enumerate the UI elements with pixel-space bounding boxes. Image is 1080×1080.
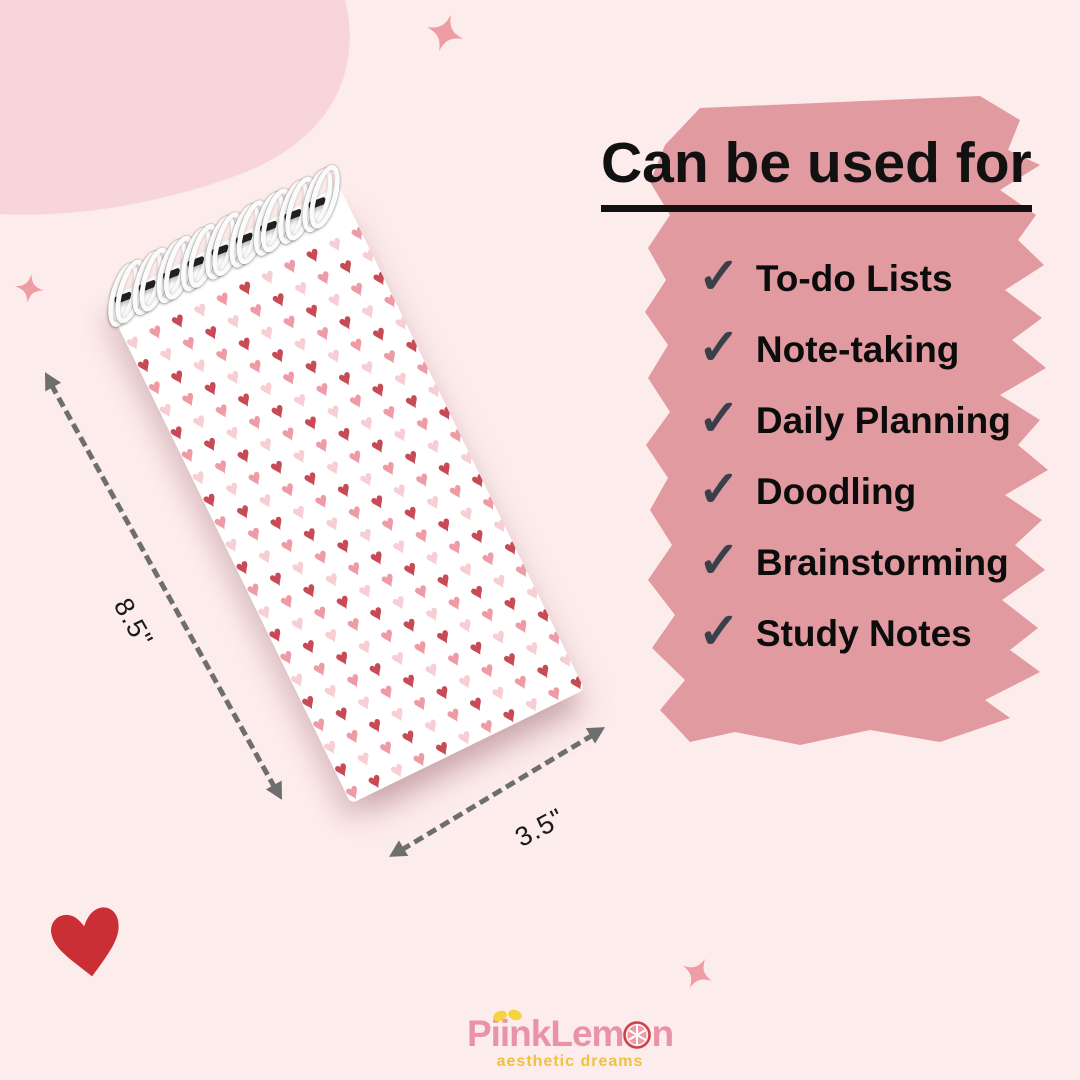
- lemon-icon: [493, 1009, 522, 1022]
- check-icon: ✓: [698, 247, 740, 304]
- list-item-label: Note-taking: [755, 328, 960, 370]
- height-dimension-label: 8.5": [107, 593, 159, 653]
- sparkle-icon: [421, 9, 469, 57]
- list-item: ✓ Brainstorming: [698, 527, 1011, 598]
- use-case-list: ✓ To-do Lists ✓ Note-taking ✓ Daily Plan…: [698, 243, 1011, 669]
- list-item: ✓ Doodling: [698, 456, 1011, 527]
- list-item-label: Doodling: [755, 470, 917, 512]
- list-item: ✓ Study Notes: [698, 598, 1011, 669]
- check-icon: ✓: [698, 389, 740, 446]
- citrus-slice-icon: [623, 1021, 652, 1049]
- brand-name: PiinkLem n: [466, 1009, 674, 1055]
- brand-name-part: PiinkLem: [466, 1013, 624, 1054]
- notepad-spirals: [102, 161, 584, 803]
- check-icon: ✓: [698, 602, 740, 659]
- sparkle-icon: [13, 272, 46, 305]
- check-icon: ✓: [698, 318, 740, 375]
- sparkle-icon: [675, 951, 720, 996]
- brand-name-part: n: [651, 1013, 674, 1054]
- arrowhead-icon: [37, 367, 62, 392]
- list-item-label: Daily Planning: [755, 399, 1011, 441]
- width-dimension-label: 3.5": [510, 802, 570, 853]
- list-item: ✓ Daily Planning: [698, 385, 1011, 456]
- list-item-label: Study Notes: [755, 612, 972, 654]
- check-icon: ✓: [698, 460, 740, 517]
- list-item-label: To-do Lists: [755, 257, 953, 299]
- list-item: ✓ Note-taking: [698, 314, 1011, 385]
- list-item-label: Brainstorming: [755, 541, 1009, 583]
- notepad: ♥ ♥ ♥ ♥ ♥ ♥ ♥ ♥ ♥ ♥ ♥ ♥ ♥ ♥ ♥ ♥ ♥ ♥ ♥ ♥ ♥ ♥ ♥ ♥ ♥ ♥ ♥ ♥ ♥ ♥ ♥ ♥ ♥ ♥ ♥ ♥ ♥ ♥ ♥ ♥…: [102, 161, 585, 804]
- corner-heart-icon: [51, 907, 119, 977]
- check-icon: ✓: [698, 531, 740, 588]
- page-title: Can be used for: [601, 130, 1032, 212]
- list-item: ✓ To-do Lists: [698, 243, 1011, 314]
- brand-tagline: aesthetic dreams: [496, 1052, 644, 1070]
- brand-logo: PiinkLem n aesthetic dreams: [420, 1009, 720, 1071]
